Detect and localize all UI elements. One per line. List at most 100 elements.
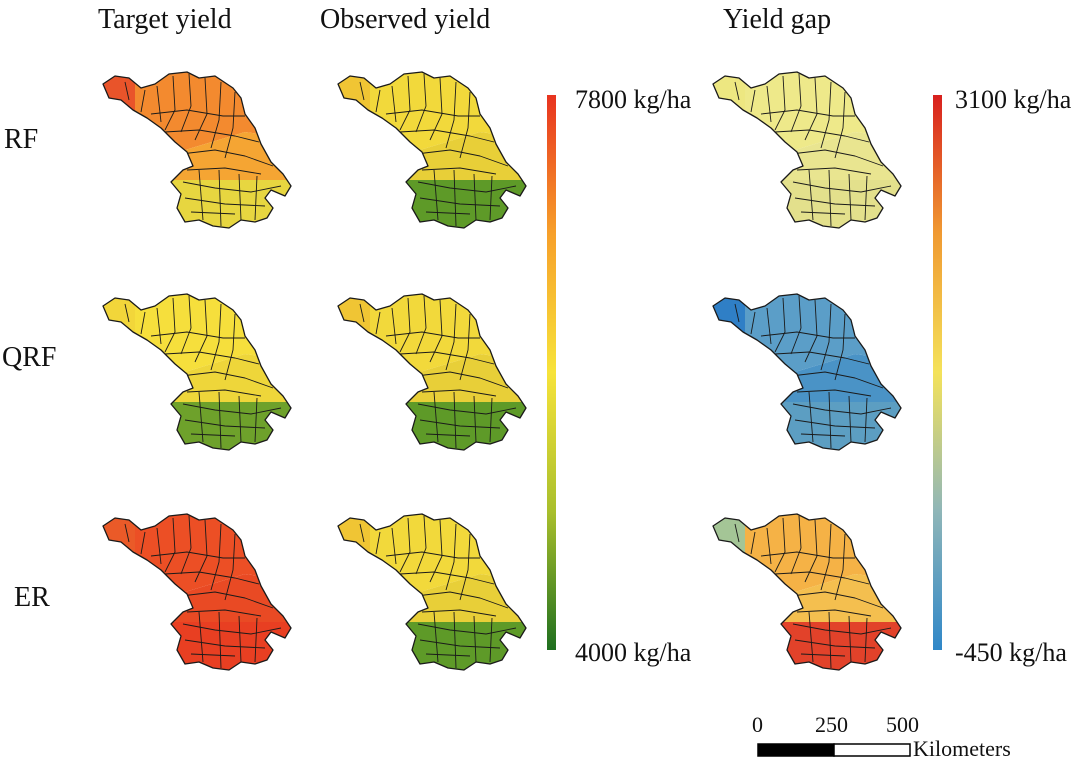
county-boundary [164,297,176,353]
column-title-observed-yield: Observed yield [320,4,491,35]
county-boundary [848,395,852,443]
map-qrf-observed-yield [337,293,527,451]
map-er-target-yield [102,513,292,671]
county-boundary [421,167,497,175]
county-boundary [445,81,457,149]
county-boundary [808,391,814,443]
county-boundary [210,81,222,149]
county-boundary [224,313,236,381]
scalebar-tick-500: 500 [886,712,919,737]
county-boundary [425,211,471,215]
county-boundary [180,371,274,389]
map-region-west [713,72,749,120]
map-region-north [135,294,291,372]
county-boundary [750,311,756,335]
county-boundary [808,169,814,221]
county-boundary [180,73,192,133]
county-boundary [864,175,868,221]
county-boundary [391,307,397,345]
county-boundary [828,611,832,669]
county-boundary [766,85,772,123]
county-boundary [808,611,814,663]
county-boundary [489,175,493,221]
column-title-target-yield: Target yield [98,4,232,35]
scalebar-tick-0: 0 [752,712,763,737]
county-boundary [429,77,443,141]
county-boundary [794,419,876,429]
county-boundary [359,523,365,543]
map-qrf-yield-gap [712,293,902,451]
county-boundary [194,519,208,583]
county-boundary [399,297,411,353]
gap-colorbar-max-label: 3100 kg/ha [955,85,1072,114]
map-er-observed-yield [337,513,527,671]
county-boundary [359,303,365,323]
county-boundary [186,609,262,617]
map-region-west [713,514,749,562]
county-boundary [750,89,756,113]
map-region-west [338,514,374,562]
county-boundary [429,299,443,363]
county-boundary [804,77,818,141]
county-boundary [124,523,130,543]
county-boundary [734,303,740,323]
map-region-north [745,72,901,150]
county-boundary [254,397,258,443]
map-region-north [135,514,291,592]
county-boundary [194,77,208,141]
county-boundary [218,611,222,669]
county-boundary [150,109,245,117]
county-boundary [828,391,832,449]
county-boundary [734,523,740,543]
county-boundary [421,389,497,397]
county-boundary [150,551,245,559]
province-outline [102,71,292,229]
county-boundary [224,91,236,159]
scalebar-black-segment [757,743,835,757]
county-boundary [848,615,852,663]
county-boundary [399,129,495,143]
county-boundary [210,523,222,591]
county-boundary [800,211,846,215]
map-region-west [338,72,374,120]
county-boundary [790,591,884,609]
county-boundary [828,169,832,227]
county-boundary [190,653,236,657]
map-region-west [103,514,139,562]
county-boundary [164,75,176,131]
county-boundary [182,403,282,415]
county-boundary [800,653,846,657]
county-boundary [124,303,130,323]
province-outline [102,513,292,671]
county-boundary [375,89,381,113]
county-boundary [415,149,509,167]
county-boundary [164,517,176,573]
county-boundary [790,149,884,167]
county-boundary [774,129,870,143]
county-boundary [218,391,222,449]
county-boundary [459,533,471,601]
county-boundary [385,551,480,559]
map-rf-yield-gap [712,71,902,229]
county-boundary [419,639,501,649]
map-region-north [370,72,526,150]
county-boundary [820,303,832,371]
county-boundary [156,85,162,123]
county-boundary [489,617,493,663]
map-region-north [370,514,526,592]
county-boundary [453,391,457,449]
county-boundary [774,351,870,365]
map-region-north [135,72,291,150]
county-boundary [238,615,242,663]
county-boundary [415,591,509,609]
county-boundary [453,611,457,669]
county-boundary [489,397,493,443]
map-region-north [745,294,901,372]
row-label-qrf: QRF [2,342,57,373]
county-boundary [804,519,818,583]
province-outline [102,293,292,451]
province-outline [337,513,527,671]
row-label-er: ER [14,582,50,613]
county-boundary [184,419,266,429]
county-boundary [359,81,365,101]
